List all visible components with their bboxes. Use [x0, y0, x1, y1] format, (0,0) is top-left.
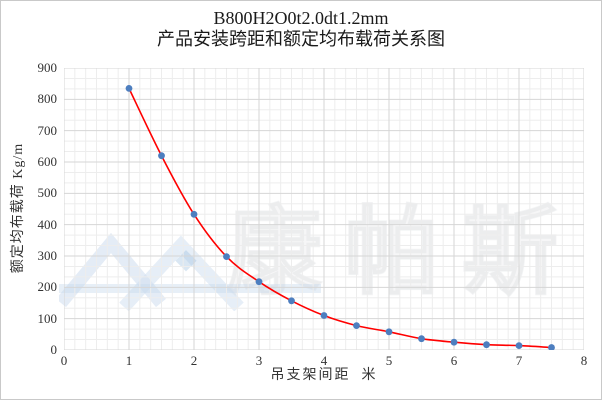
data-point-marker — [320, 312, 328, 319]
y-tick-label: 800 — [37, 91, 58, 107]
data-point-marker — [223, 253, 230, 260]
x-tick-label: 6 — [450, 353, 458, 368]
data-point-marker — [450, 338, 458, 346]
x-tick-label: 2 — [190, 353, 198, 368]
y-tick-label: 0 — [50, 342, 58, 357]
y-tick-label: 200 — [37, 279, 58, 295]
chart-title-line2: 产品安装跨距和额定均布载荷关系图 — [157, 29, 445, 49]
y-tick-label: 600 — [37, 154, 58, 169]
data-point-marker — [483, 341, 490, 349]
x-tick-label: 7 — [515, 353, 523, 368]
y-axis-title: 额定均布载荷 Kg/m — [11, 142, 26, 274]
watermark-band — [59, 284, 321, 293]
data-point-marker — [190, 210, 198, 218]
x-tick-label: 3 — [255, 353, 263, 368]
chart-title-line1: B800H2O0t2.0dt1.2mm — [213, 8, 389, 28]
data-point-marker — [515, 342, 523, 349]
plot-area — [64, 68, 584, 350]
logo-peak-right — [119, 235, 244, 311]
x-tick-label: 8 — [580, 353, 588, 368]
data-point-marker — [418, 335, 425, 343]
y-tick-label: 900 — [37, 60, 58, 75]
data-point-marker — [548, 344, 555, 350]
data-point-marker — [125, 85, 133, 92]
data-point-marker — [255, 278, 263, 286]
chart-title: B800H2O0t2.0dt1.2mm 产品安装跨距和额定均布载荷关系图 — [1, 8, 601, 50]
x-axis-title: 吊支架间距 米 — [270, 368, 378, 383]
x-tick-label: 1 — [125, 353, 133, 368]
y-tick-label: 500 — [37, 185, 58, 201]
x-tick-label: 0 — [60, 353, 68, 368]
y-tick-label: 400 — [37, 216, 58, 232]
data-point-marker — [158, 152, 165, 160]
data-point-marker — [288, 297, 295, 305]
x-tick-label: 5 — [385, 353, 393, 368]
y-tick-label: 300 — [37, 248, 58, 263]
x-tick-label: 4 — [320, 353, 328, 368]
data-point-marker — [353, 322, 360, 329]
y-tick-label: 100 — [37, 310, 58, 326]
y-tick-label: 700 — [37, 122, 58, 138]
data-point-marker — [385, 328, 393, 336]
